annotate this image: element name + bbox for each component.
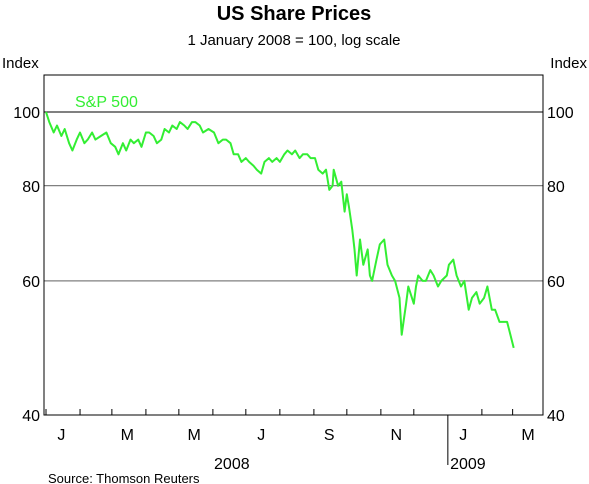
y-tick-labels: 40 40 60 60 80 80 100 100 xyxy=(13,105,574,425)
y-tick-right-100: 100 xyxy=(547,105,574,122)
source-note: Source: Thomson Reuters xyxy=(48,471,200,484)
y-tick-left-100: 100 xyxy=(13,105,40,122)
y-axis-label-right: Index xyxy=(550,55,587,72)
series-label-sp500: S&P 500 xyxy=(75,94,138,111)
y-tick-right-80: 80 xyxy=(547,179,565,196)
year-labels: 2008 2009 xyxy=(214,456,486,473)
x-tick-label-5: N xyxy=(390,427,402,444)
x-tick-label-3: J xyxy=(257,427,265,444)
x-tick-label-0: J xyxy=(57,427,65,444)
x-tick-label-6: J xyxy=(459,427,467,444)
y-tick-left-40: 40 xyxy=(22,408,40,425)
y-tick-left-80: 80 xyxy=(22,179,40,196)
y-tick-left-60: 60 xyxy=(22,274,40,291)
year-label-2008: 2008 xyxy=(214,456,250,473)
x-tick-label-7: M xyxy=(521,427,534,444)
series-lines xyxy=(45,111,515,349)
year-label-2009: 2009 xyxy=(450,456,486,473)
y-tick-right-60: 60 xyxy=(547,274,565,291)
x-tick-label-2: M xyxy=(188,427,201,444)
chart-title: US Share Prices xyxy=(217,3,372,25)
gridlines xyxy=(44,111,543,282)
series-line-0 xyxy=(45,111,515,349)
plot-frame xyxy=(43,74,544,416)
y-tick-right-40: 40 xyxy=(547,408,565,425)
y-axis-label-left: Index xyxy=(2,55,39,72)
x-tick-label-4: S xyxy=(324,427,335,444)
chart-subtitle: 1 January 2008 = 100, log scale xyxy=(187,32,400,49)
x-tick-label-1: M xyxy=(121,427,134,444)
